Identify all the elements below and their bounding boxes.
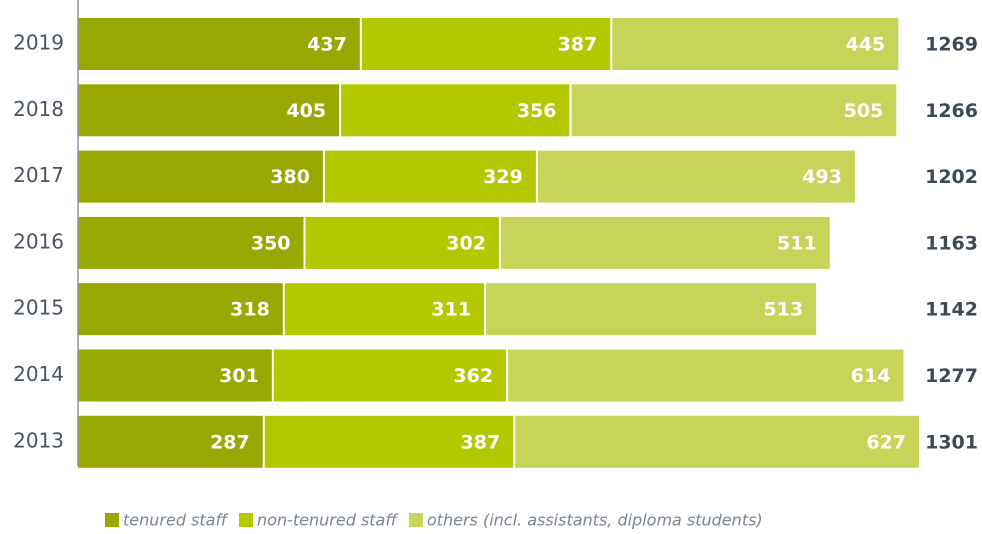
- bar-segment: [486, 283, 817, 336]
- bar-segment: [78, 283, 283, 336]
- legend-label: tenured staff: [123, 511, 229, 530]
- data-label: 356: [517, 100, 557, 122]
- y-tick-label: 2014: [13, 362, 64, 386]
- data-label: 380: [270, 166, 310, 188]
- data-label: 437: [307, 34, 347, 56]
- data-label: 387: [461, 431, 501, 453]
- bar-segment: [341, 84, 570, 137]
- bar-segment: [361, 18, 611, 70]
- total-label: 1163: [925, 232, 978, 254]
- bar-segment: [284, 283, 485, 336]
- total-label: 1301: [925, 431, 978, 453]
- bar-segment: [78, 349, 272, 402]
- legend-swatch: [239, 513, 254, 527]
- data-label: 505: [844, 100, 884, 122]
- bar-segment: [515, 415, 919, 468]
- data-label: 362: [453, 365, 493, 387]
- y-tick-label: 2018: [13, 97, 64, 121]
- data-label: 445: [846, 34, 886, 56]
- data-label: 405: [286, 100, 326, 122]
- bar-segment: [537, 150, 855, 203]
- bar-segment: [78, 18, 360, 70]
- bar-segment: [264, 415, 514, 468]
- bar-segment: [78, 216, 304, 269]
- legend-swatch: [105, 513, 119, 527]
- data-label: 493: [802, 166, 842, 188]
- bar-segment: [571, 84, 897, 137]
- total-label: 1142: [925, 299, 978, 321]
- bar-segment: [500, 216, 830, 269]
- total-label: 1269: [925, 34, 978, 56]
- bar-segment: [78, 415, 263, 468]
- bar-segment: [612, 18, 899, 70]
- data-label: 627: [866, 431, 906, 453]
- data-label: 318: [230, 299, 270, 321]
- data-label: 301: [219, 365, 259, 387]
- legend-label: others (incl. assistants, diploma studen…: [427, 511, 763, 530]
- y-tick-label: 2015: [13, 296, 64, 320]
- data-label: 311: [431, 299, 471, 321]
- data-label: 350: [251, 232, 291, 254]
- data-label: 387: [558, 34, 598, 56]
- y-tick-label: 2019: [13, 31, 64, 55]
- legend-label: non-tenured staff: [257, 511, 399, 530]
- bar-segment: [508, 349, 904, 402]
- bar-segment: [273, 349, 507, 402]
- data-label: 287: [210, 431, 250, 453]
- bar-segment: [324, 150, 536, 203]
- y-tick-label: 2017: [13, 163, 64, 187]
- data-label: 513: [763, 299, 803, 321]
- total-label: 1266: [925, 100, 978, 122]
- data-label: 329: [483, 166, 523, 188]
- bar-segment: [78, 150, 323, 203]
- y-tick-label: 2016: [13, 229, 64, 253]
- legend-swatch: [408, 513, 423, 527]
- bar-segment: [78, 84, 340, 137]
- bar-segment: [305, 216, 499, 269]
- y-tick-label: 2013: [13, 428, 64, 452]
- data-label: 614: [851, 365, 891, 387]
- data-label: 302: [446, 232, 486, 254]
- total-label: 1202: [925, 166, 978, 188]
- total-label: 1277: [925, 365, 978, 387]
- data-label: 511: [777, 232, 817, 254]
